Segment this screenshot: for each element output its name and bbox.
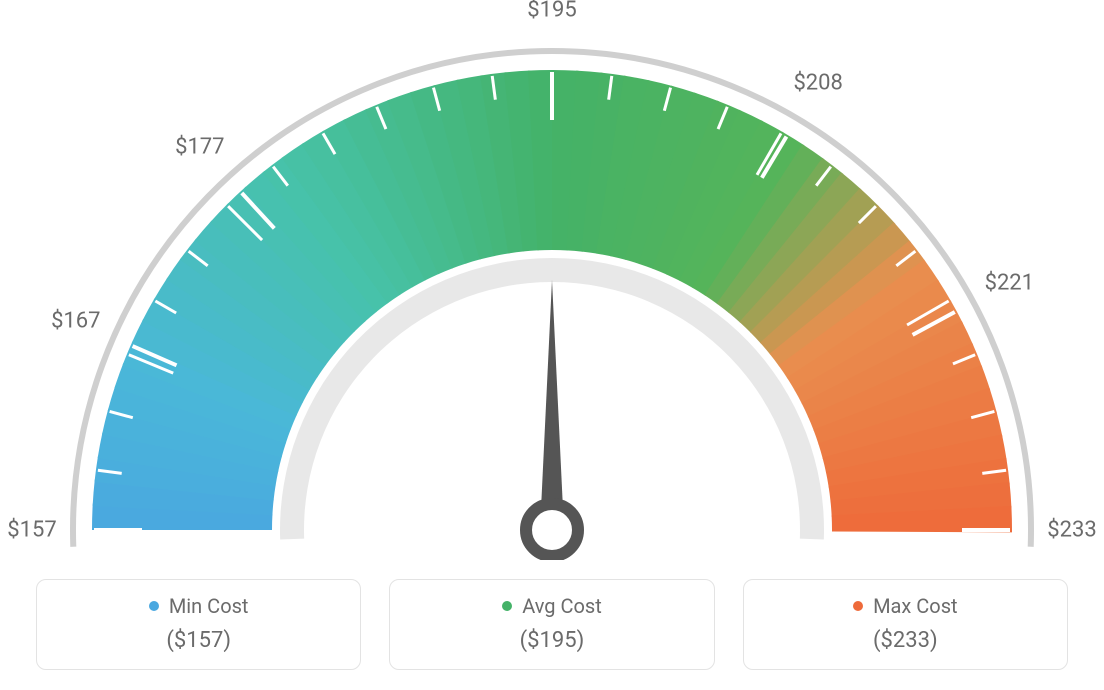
legend-card-min: Min Cost ($157) [36,579,361,670]
gauge-svg [0,0,1104,560]
gauge-tick-label: $221 [985,270,1034,295]
gauge-tick-label: $195 [527,0,576,23]
legend-value-max: ($233) [754,628,1057,653]
legend-row: Min Cost ($157) Avg Cost ($195) Max Cost… [0,579,1104,670]
legend-value-avg: ($195) [400,628,703,653]
legend-label: Min Cost [169,594,249,618]
gauge-tick-label: $233 [1047,518,1096,543]
legend-card-avg: Avg Cost ($195) [389,579,714,670]
legend-label: Max Cost [873,594,958,618]
legend-title-min: Min Cost [149,594,249,618]
cost-gauge: $157 $167 $177 $195 $208 $221 $233 [0,0,1104,560]
legend-card-max: Max Cost ($233) [743,579,1068,670]
gauge-tick-label: $208 [793,71,842,96]
legend-title-max: Max Cost [853,594,958,618]
legend-value-min: ($157) [47,628,350,653]
gauge-tick-label: $157 [7,518,56,543]
dot-icon [502,601,512,611]
legend-title-avg: Avg Cost [502,594,602,618]
gauge-tick-label: $167 [51,309,100,334]
legend-label: Avg Cost [522,594,602,618]
gauge-tick-label: $177 [175,135,224,160]
dot-icon [149,601,159,611]
dot-icon [853,601,863,611]
